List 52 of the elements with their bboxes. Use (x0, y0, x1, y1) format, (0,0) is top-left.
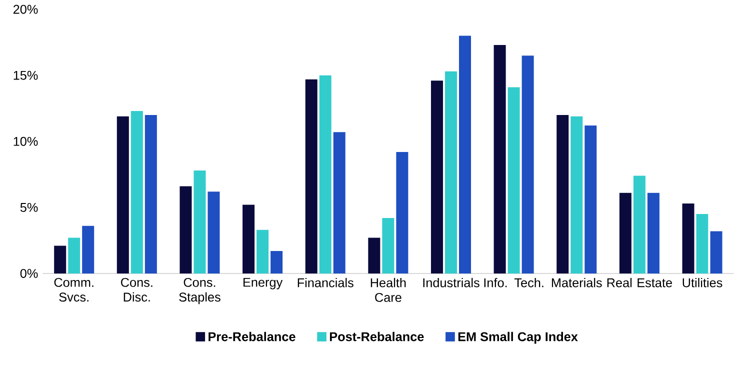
y-tick-label: 5% (20, 203, 38, 212)
bar (633, 176, 646, 274)
y-tick-label: 15% (14, 71, 38, 80)
bar (130, 111, 143, 274)
x-tick-label: Industrials (423, 278, 480, 288)
bar (556, 115, 569, 274)
bar (256, 230, 269, 274)
bar (333, 132, 346, 274)
y-tick-label: 10% (14, 137, 38, 146)
legend-label: Post-Rebalance (330, 332, 424, 342)
bar (382, 218, 394, 274)
x-tick-label: Cons. Staples (179, 278, 220, 304)
bar (396, 152, 408, 274)
x-tick-label: Utilities (682, 278, 722, 288)
x-tick-label: Info. Tech. (484, 278, 544, 288)
bar (305, 80, 318, 274)
bar (494, 45, 506, 274)
bar (430, 80, 443, 274)
x-tick-label: Comm. Svcs. (54, 278, 94, 302)
bar (180, 186, 192, 274)
bar (696, 214, 708, 274)
y-tick-label: 20% (13, 5, 38, 14)
bar (710, 231, 722, 274)
legend-label: EM Small Cap Index (458, 332, 578, 344)
y-tick-label: 0% (20, 269, 38, 278)
bar (508, 88, 520, 274)
legend-label: Pre-Rebalance (208, 332, 296, 342)
bar (116, 116, 129, 274)
bar (444, 72, 457, 274)
x-tick-label: Materials (552, 278, 602, 288)
x-tick-label: Health Care (370, 278, 406, 302)
bar (144, 115, 157, 274)
bar (242, 205, 255, 274)
bar (208, 192, 220, 274)
bar (570, 116, 583, 274)
x-tick-label: Energy (244, 278, 283, 290)
bar (54, 246, 66, 274)
x-tick-label: Cons. Disc. (121, 278, 152, 302)
bar (619, 193, 632, 274)
bar (682, 204, 694, 274)
bar (647, 193, 660, 274)
bar (270, 251, 283, 274)
bar (522, 56, 534, 274)
bar (194, 170, 206, 274)
bar (82, 226, 94, 274)
x-tick-label: Financials (298, 278, 354, 288)
bar (68, 238, 80, 274)
bar (368, 238, 380, 274)
bar (459, 36, 472, 274)
x-tick-label: Real Estate (607, 278, 672, 288)
bar (319, 76, 332, 274)
bar (584, 126, 597, 274)
